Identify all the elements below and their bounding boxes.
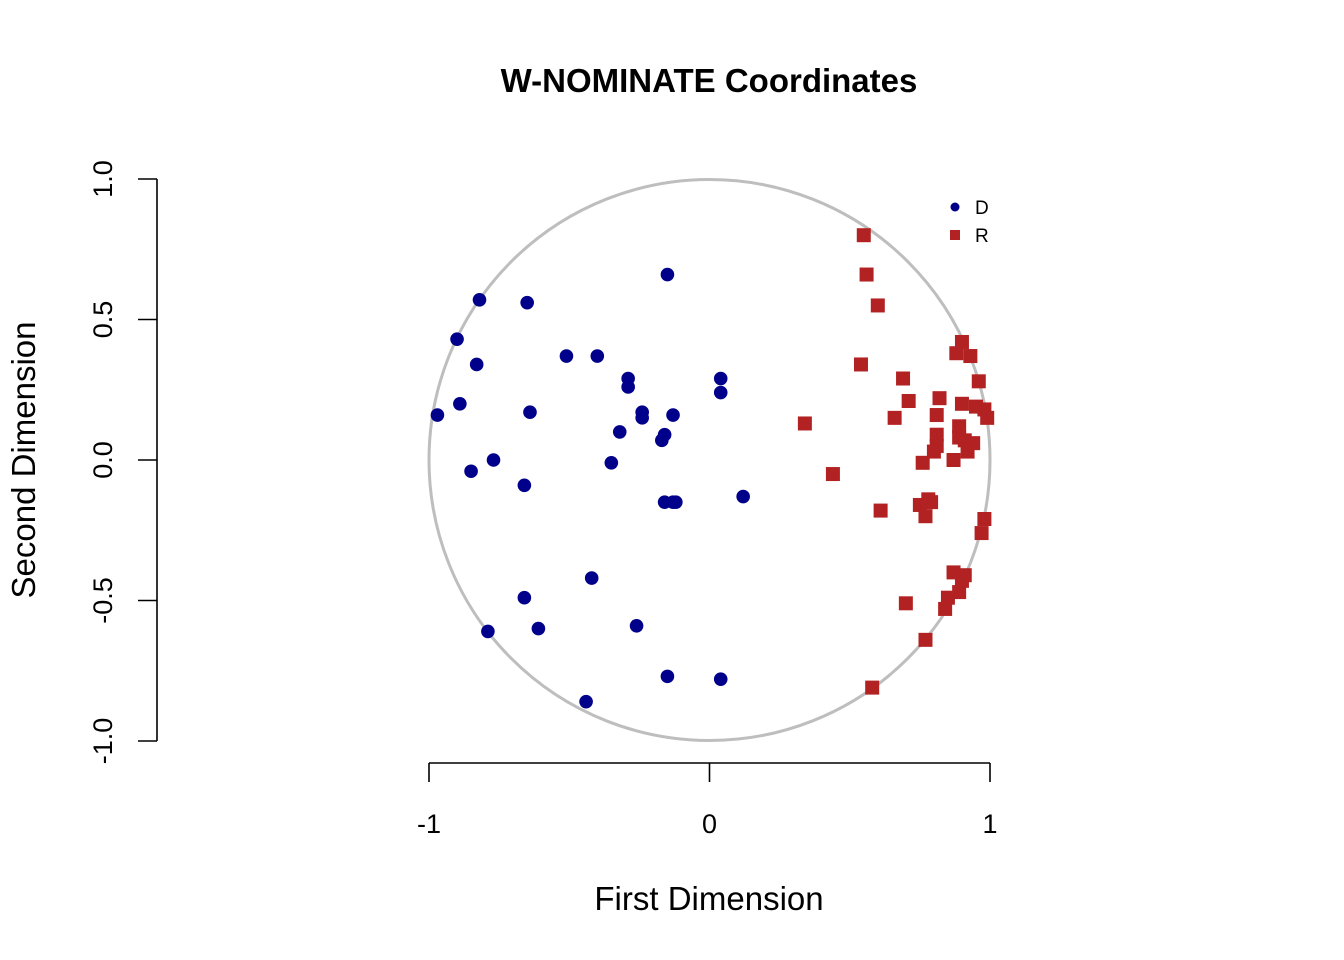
points: [430, 228, 995, 709]
legend-label-r: R: [975, 226, 989, 247]
point-r: [929, 427, 944, 442]
unit-circle: [427, 178, 992, 742]
point-d: [517, 478, 532, 493]
point-r: [929, 408, 944, 423]
point-d: [453, 397, 467, 411]
point-d: [472, 293, 487, 307]
point-r: [971, 374, 986, 389]
point-r: [873, 503, 888, 518]
point-r: [952, 419, 967, 434]
point-d: [590, 349, 605, 363]
y-tick-label: 1.0: [88, 160, 118, 198]
point-r: [915, 455, 930, 470]
point-r: [954, 396, 969, 411]
point-d: [584, 571, 599, 585]
point-d: [736, 489, 750, 504]
x-axis-label: First Dimension: [594, 880, 823, 917]
point-d: [660, 267, 675, 282]
y-axis-label: Second Dimension: [5, 322, 42, 599]
point-r: [797, 416, 812, 431]
point-r: [949, 346, 964, 361]
point-r: [954, 573, 969, 588]
point-r: [940, 590, 955, 605]
point-d: [523, 405, 537, 420]
y-axis: -1.0 -0.5 0.0 0.5 1.0: [88, 160, 158, 765]
point-d: [635, 411, 649, 425]
y-tick-label: 0.5: [88, 301, 118, 339]
point-r: [938, 601, 953, 616]
point-r: [932, 391, 947, 406]
point-r: [918, 632, 933, 647]
point-r: [980, 410, 995, 425]
x-tick-label: 1: [982, 809, 997, 839]
point-r: [912, 497, 927, 512]
x-axis: -1 0 1: [417, 762, 998, 839]
point-d: [450, 332, 464, 346]
point-r: [870, 298, 885, 313]
point-r: [901, 393, 916, 408]
point-r: [954, 334, 969, 349]
point-r: [853, 357, 868, 372]
point-d: [469, 357, 484, 372]
point-r: [926, 444, 941, 459]
series-r: [797, 228, 995, 695]
point-r: [825, 467, 840, 482]
point-d: [517, 590, 532, 605]
point-d: [579, 694, 593, 709]
point-d: [660, 669, 675, 684]
point-d: [520, 295, 534, 310]
point-r: [856, 228, 871, 243]
point-r: [896, 371, 911, 386]
point-r: [977, 512, 992, 527]
point-d: [621, 380, 635, 394]
point-r: [952, 585, 967, 600]
y-tick-label: -1.0: [88, 718, 118, 765]
point-d: [486, 453, 501, 467]
legend-marker-r: [950, 230, 960, 240]
x-tick-label: -1: [417, 809, 441, 839]
chart-title: W-NOMINATE Coordinates: [501, 62, 918, 99]
point-d: [669, 495, 683, 509]
point-r: [859, 267, 874, 282]
point-d: [481, 624, 495, 639]
point-r: [960, 444, 975, 459]
point-r: [865, 680, 880, 695]
point-r: [887, 410, 902, 425]
point-d: [464, 464, 478, 479]
point-d: [655, 433, 669, 448]
point-r: [918, 509, 933, 524]
point-d: [666, 408, 680, 422]
point-d: [612, 425, 627, 439]
y-tick-label: -0.5: [88, 577, 118, 624]
legend-marker-d: [950, 202, 960, 212]
point-d: [713, 385, 728, 400]
legend-label-d: D: [975, 198, 989, 219]
point-d: [559, 349, 574, 363]
y-tick-label: 0.0: [88, 441, 118, 479]
point-d: [629, 618, 644, 633]
series-d: [430, 267, 750, 709]
point-d: [531, 621, 546, 636]
point-d: [713, 672, 728, 686]
point-r: [963, 349, 978, 364]
legend: DR: [950, 198, 989, 247]
point-r: [924, 495, 939, 510]
point-r: [898, 596, 913, 611]
point-r: [946, 453, 961, 467]
point-d: [713, 371, 728, 386]
x-tick-label: 0: [702, 809, 717, 839]
point-d: [604, 456, 619, 470]
point-d: [430, 408, 445, 422]
point-r: [974, 526, 989, 541]
